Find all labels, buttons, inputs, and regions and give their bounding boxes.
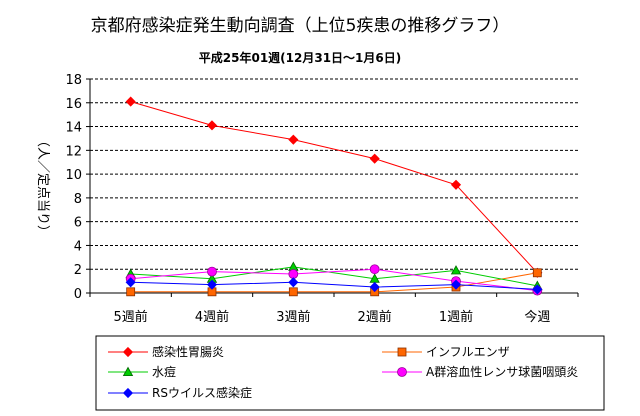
y-tick-label: 12	[65, 144, 82, 159]
y-axis-label: （人／定点当り）	[35, 134, 50, 238]
y-axis-title: （人／定点当り）	[35, 134, 50, 238]
x-tick-label: 2週前	[358, 309, 392, 325]
legend-item: 水痘	[108, 364, 176, 379]
y-tick-label: 0	[74, 287, 82, 302]
data-point	[206, 120, 218, 131]
y-tick-label: 8	[74, 192, 82, 207]
legend-item: RSウイルス感染症	[108, 385, 252, 400]
y-tick-label: 16	[65, 97, 82, 112]
series-line	[130, 272, 538, 293]
series-5	[125, 277, 543, 295]
data-point	[369, 281, 380, 293]
chart-title: 京都府感染症発生動向調査（上位5疾患の推移グラフ）	[91, 16, 510, 36]
y-axis-ticks: 0 2 4 6 8 10 12 14 16 18	[65, 73, 90, 302]
data-point	[450, 179, 462, 190]
x-tick-label: 3週前	[276, 309, 310, 325]
legend-item: 感染性胃腸炎	[108, 344, 224, 359]
legend-marker	[397, 367, 407, 377]
y-tick-label: 2	[74, 263, 82, 278]
legend-label: 感染性胃腸炎	[152, 344, 224, 359]
series-line	[130, 266, 538, 287]
legend-label: インフルエンザ	[426, 345, 510, 359]
x-tick-label: 今週	[524, 309, 550, 325]
legend-label: A群溶血性レンサ球菌咽頭炎	[426, 364, 578, 379]
legend-label: 水痘	[152, 364, 176, 379]
x-tick-label: 1週前	[439, 309, 473, 325]
data-point	[207, 266, 217, 277]
data-point	[125, 96, 136, 107]
plot-series	[125, 96, 543, 297]
legend-item: インフルエンザ	[382, 345, 510, 359]
data-point	[450, 265, 462, 275]
data-point	[450, 279, 462, 290]
series-line	[130, 101, 538, 274]
y-tick-label: 10	[65, 168, 82, 183]
legend-label: RSウイルス感染症	[152, 385, 252, 400]
x-axis-ticks: 5週前 4週前 3週前 2週前 1週前 今週	[89, 293, 579, 325]
data-point	[206, 279, 218, 290]
y-tick-label: 14	[65, 121, 82, 136]
chart-subtitle: 平成25年01週(12月31日～1月6日)	[199, 50, 401, 65]
data-point	[532, 268, 542, 278]
series-line	[130, 268, 538, 292]
x-tick-label: 4週前	[195, 309, 229, 325]
y-tick-label: 18	[65, 73, 82, 88]
y-tick-label: 4	[74, 239, 82, 254]
data-point	[125, 277, 136, 288]
data-point	[288, 277, 299, 288]
legend-marker	[122, 366, 134, 377]
legend-box	[95, 335, 605, 411]
series-4	[125, 264, 543, 296]
data-point	[288, 269, 299, 279]
data-point	[288, 287, 298, 297]
y-tick-label: 6	[74, 216, 82, 231]
gridlines	[89, 78, 578, 294]
data-point	[369, 264, 380, 275]
legend-marker	[122, 387, 134, 399]
data-point	[532, 284, 543, 295]
data-point	[288, 134, 299, 145]
legend-item: A群溶血性レンサ球菌咽頭炎	[382, 364, 578, 379]
data-point	[126, 287, 136, 297]
legend-marker	[397, 347, 407, 357]
data-point	[369, 153, 380, 164]
series-1	[125, 96, 543, 278]
x-tick-label: 5週前	[114, 309, 148, 325]
legend-marker	[122, 346, 134, 358]
series-3	[125, 261, 543, 290]
series-line	[130, 281, 538, 290]
